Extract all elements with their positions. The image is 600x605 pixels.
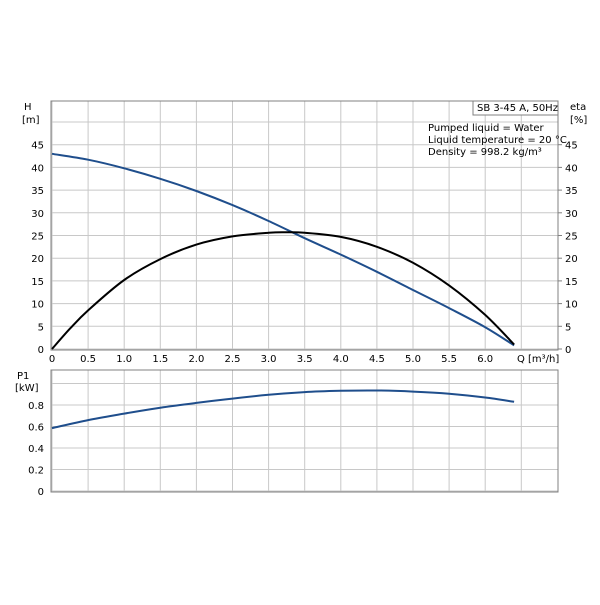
y-tick-label-left: 20 xyxy=(31,254,44,265)
annotation-pumped-liquid: Pumped liquid = Water xyxy=(428,123,545,134)
y-tick-label-left: 5 xyxy=(38,322,44,333)
x-tick-label: 6.0 xyxy=(477,354,493,365)
x-tick-label: 1.5 xyxy=(152,354,168,365)
p1-tick-label: 0.4 xyxy=(28,444,44,455)
y-tick-label-left: 10 xyxy=(31,300,44,311)
head-efficiency-ticks: 0 0.5 1.0 1.5 2.0 2.5 3.0 3.5 4.0 4.5 5.0 5.5 6.0 0 5 1… xyxy=(31,141,577,365)
chart-title: SB 3-45 A, 50Hz xyxy=(477,103,558,114)
head-efficiency-plot-frame xyxy=(50,100,559,351)
y-tick-label-left: 40 xyxy=(31,163,44,174)
y-axis-label-h: H xyxy=(24,102,32,113)
y-tick-label-right: 25 xyxy=(565,232,578,243)
head-efficiency-grid xyxy=(51,101,558,350)
y-axis-label-p1: P1 xyxy=(17,371,29,382)
x-tick-label: 1.0 xyxy=(116,354,132,365)
y-tick-label-left: 30 xyxy=(31,209,44,220)
y-tick-label-left: 0 xyxy=(38,345,44,356)
power-curve xyxy=(51,389,515,430)
y-axis-unit-h: [m] xyxy=(22,115,40,126)
x-tick-label: 5.5 xyxy=(441,354,457,365)
x-tick-label: 3.0 xyxy=(261,354,277,365)
x-tick-label: 5.0 xyxy=(405,354,421,365)
y-tick-label-left: 15 xyxy=(31,277,44,288)
p1-tick-label: 0.8 xyxy=(28,401,44,412)
power-series xyxy=(51,389,515,430)
y-tick-label-left: 45 xyxy=(31,141,44,152)
y2-axis-label-eta: eta xyxy=(570,102,586,113)
y-tick-label-right: 5 xyxy=(565,322,571,333)
x-axis-unit-q: [m³/h] xyxy=(528,354,559,365)
y2-axis-unit-eta: [%] xyxy=(570,115,587,126)
y-tick-label-right: 20 xyxy=(565,254,578,265)
x-tick-label: 0 xyxy=(49,354,55,365)
annotation-density: Density = 998.2 kg/m³ xyxy=(428,147,542,158)
head-efficiency-series xyxy=(51,152,515,350)
chart-title-box xyxy=(472,100,559,116)
y-tick-label-right: 15 xyxy=(565,277,578,288)
x-tick-label: 4.0 xyxy=(333,354,349,365)
y-tick-label-right: 10 xyxy=(565,300,578,311)
p1-tick-label: 0.2 xyxy=(28,466,44,477)
x-tick-label: 0.5 xyxy=(80,354,96,365)
p1-tick-label: 0.6 xyxy=(28,423,44,434)
y-tick-label-right: 30 xyxy=(565,209,578,220)
x-tick-label: 3.5 xyxy=(297,354,313,365)
y-tick-label-right: 40 xyxy=(565,163,578,174)
y-tick-label-right: 35 xyxy=(565,186,578,197)
power-grid xyxy=(51,370,558,492)
y-tick-label-right: 45 xyxy=(565,141,578,152)
x-tick-label: 2.5 xyxy=(225,354,241,365)
efficiency-curve xyxy=(51,231,515,350)
head-curve xyxy=(51,152,515,347)
x-tick-label: 4.5 xyxy=(369,354,385,365)
y-axis-unit-p1: [kW] xyxy=(15,383,39,394)
y-tick-label-left: 25 xyxy=(31,232,44,243)
power-ticks: 0 0.2 0.4 0.6 0.8 xyxy=(28,401,44,498)
y-tick-label-left: 35 xyxy=(31,186,44,197)
annotation-liquid-temperature: Liquid temperature = 20 °C xyxy=(428,135,567,146)
x-tick-label: 2.0 xyxy=(188,354,204,365)
power-plot-frame xyxy=(50,369,559,493)
p1-tick-label: 0 xyxy=(38,487,44,498)
y-tick-label-right: 0 xyxy=(565,345,571,356)
x-axis-label-q: Q xyxy=(517,354,525,365)
